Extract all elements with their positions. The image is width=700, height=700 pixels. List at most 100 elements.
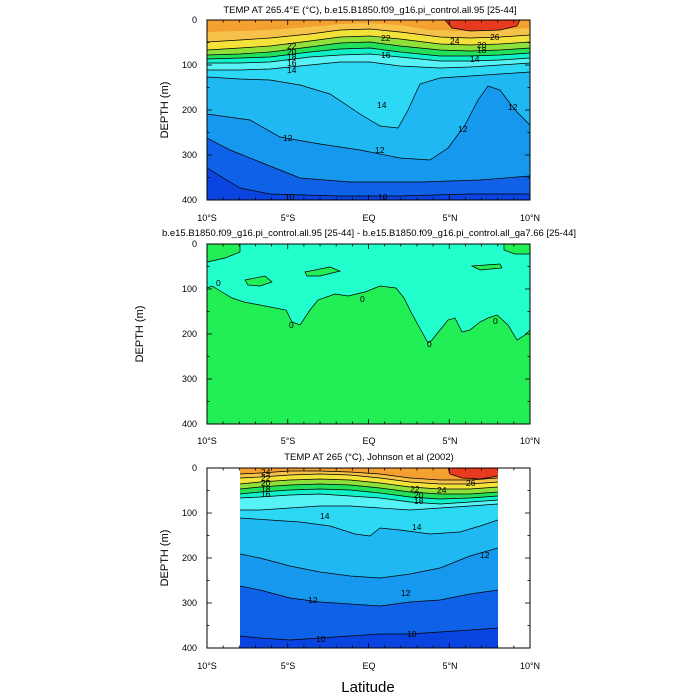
panel-1: TEMP AT 265.4°E (°C), b.e15.B1850.f09_g1… bbox=[159, 5, 540, 223]
x-tick-label: 10°N bbox=[520, 213, 540, 223]
tick-marks bbox=[206, 19, 531, 649]
x-tick-label: 10°S bbox=[197, 436, 217, 446]
panel-2-contour-lines bbox=[207, 244, 530, 344]
y-tick-label: 100 bbox=[182, 284, 197, 294]
x-tick-label: 5°S bbox=[281, 213, 296, 223]
panel-3-contour-lines bbox=[240, 468, 498, 641]
contour-label: 14 bbox=[377, 100, 387, 110]
contour-label: 0 bbox=[493, 316, 498, 326]
contour-label: 14 bbox=[412, 522, 422, 532]
x-tick-label: EQ bbox=[362, 213, 375, 223]
contour-label: 0 bbox=[427, 339, 432, 349]
contour-label: 12 bbox=[458, 124, 468, 134]
contour-label: 20 bbox=[261, 478, 271, 488]
y-tick-label: 0 bbox=[192, 463, 197, 473]
panel-1-contour-labels: 26 24 22 22 20 20 18 18 16 16 14 14 14 1… bbox=[283, 32, 518, 202]
contour-label: 10 bbox=[285, 192, 295, 202]
y-tick-label: 100 bbox=[182, 508, 197, 518]
contour-label: 18 bbox=[414, 496, 424, 506]
panel-2-y-axis: 0 100 200 300 400 DEPTH (m) bbox=[134, 239, 197, 429]
contour-label: 20 bbox=[414, 490, 424, 500]
y-tick-label: 100 bbox=[182, 60, 197, 70]
y-tick-label: 200 bbox=[182, 329, 197, 339]
panel-1-fill bbox=[207, 20, 530, 200]
panel-2-fill bbox=[207, 244, 530, 424]
panel-3-band-26 bbox=[448, 468, 498, 479]
contour-label: 26 bbox=[490, 32, 500, 42]
panel-2-patch-negative bbox=[305, 267, 340, 276]
panel-3-fill bbox=[240, 468, 498, 648]
panel-2-band-positive bbox=[207, 244, 530, 343]
y-tick-label: 0 bbox=[192, 15, 197, 25]
x-tick-label: 10°N bbox=[520, 661, 540, 671]
contour-label: 12 bbox=[401, 588, 411, 598]
contour-label: 14 bbox=[287, 65, 297, 75]
x-tick-label: 5°N bbox=[442, 436, 457, 446]
contour-label: 24 bbox=[437, 485, 447, 495]
contour-label: 0 bbox=[360, 294, 365, 304]
panel-2-contour-labels: 0 0 0 0 0 bbox=[216, 278, 498, 349]
x-axis-label: Latitude bbox=[341, 679, 394, 696]
x-tick-label: 10°S bbox=[197, 213, 217, 223]
y-tick-label: 400 bbox=[182, 419, 197, 429]
contour-label: 12 bbox=[480, 550, 490, 560]
x-tick-label: 5°N bbox=[442, 213, 457, 223]
x-tick-label: 5°N bbox=[442, 661, 457, 671]
contour-label: 18 bbox=[477, 45, 487, 55]
contour-label: 22 bbox=[410, 484, 420, 494]
contour-label: 0 bbox=[289, 320, 294, 330]
panel-1-band-26 bbox=[445, 20, 520, 31]
contour-label: 16 bbox=[287, 58, 297, 68]
contour-label: 22 bbox=[381, 33, 391, 43]
y-tick-label: 200 bbox=[182, 105, 197, 115]
panel-1-title: TEMP AT 265.4°E (°C), b.e15.B1850.f09_g1… bbox=[223, 5, 516, 16]
contour-label: 10 bbox=[316, 634, 326, 644]
panel-1-y-axis: 0 100 200 300 400 DEPTH (m) bbox=[159, 15, 197, 205]
y-axis-label: DEPTH (m) bbox=[159, 530, 171, 587]
contour-label: 20 bbox=[477, 40, 487, 50]
contour-label: 16 bbox=[381, 50, 391, 60]
x-tick-label: EQ bbox=[362, 436, 375, 446]
panel-3: TEMP AT 265 (°C), Johnson et al (2002) bbox=[159, 452, 540, 671]
x-tick-label: EQ bbox=[362, 661, 375, 671]
contour-label: 14 bbox=[320, 511, 330, 521]
contour-label: 24 bbox=[450, 36, 460, 46]
panel-3-title: TEMP AT 265 (°C), Johnson et al (2002) bbox=[284, 452, 454, 463]
x-tick-label: 10°S bbox=[197, 661, 217, 671]
contour-label: 12 bbox=[508, 102, 518, 112]
contour-label: 12 bbox=[308, 595, 318, 605]
contour-label: 0 bbox=[216, 278, 221, 288]
panel-2-patch-negative bbox=[504, 244, 530, 254]
y-axis-label: DEPTH (m) bbox=[159, 82, 171, 139]
y-tick-label: 300 bbox=[182, 598, 197, 608]
contour-label: 16 bbox=[261, 489, 271, 499]
contour-label: 22 bbox=[287, 41, 297, 51]
y-tick-label: 300 bbox=[182, 374, 197, 384]
panel-1-contour-lines bbox=[207, 20, 530, 197]
y-axis-label: DEPTH (m) bbox=[134, 306, 146, 363]
panel-1-x-axis: 10°S 5°S EQ 5°N 10°N bbox=[197, 213, 540, 223]
y-tick-label: 400 bbox=[182, 643, 197, 653]
x-tick-label: 10°N bbox=[520, 436, 540, 446]
x-tick-label: 5°S bbox=[281, 436, 296, 446]
contour-label: 14 bbox=[470, 54, 480, 64]
panel-2-x-axis: 10°S 5°S EQ 5°N 10°N bbox=[197, 436, 540, 446]
y-tick-label: 400 bbox=[182, 195, 197, 205]
contour-label: 10 bbox=[407, 629, 417, 639]
contour-label: 22 bbox=[261, 473, 271, 483]
panel-3-contour-labels: 24 22 20 18 16 22 20 18 24 26 14 14 12 1… bbox=[261, 467, 490, 644]
contour-label: 18 bbox=[287, 52, 297, 62]
panel-3-x-axis: 10°S 5°S EQ 5°N 10°N bbox=[197, 661, 540, 671]
panel-3-y-axis: 0 100 200 300 400 DEPTH (m) bbox=[159, 463, 197, 653]
contour-label: 24 bbox=[261, 467, 271, 477]
panel-2-patch-negative bbox=[245, 276, 272, 286]
panel-2-title: b.e15.B1850.f09_g16.pi_control.all.95 [2… bbox=[162, 228, 576, 239]
contour-label: 12 bbox=[283, 133, 293, 143]
panel-2: b.e15.B1850.f09_g16.pi_control.all.95 [2… bbox=[134, 228, 576, 446]
contour-label: 18 bbox=[261, 484, 271, 494]
contour-label: 12 bbox=[375, 145, 385, 155]
y-tick-label: 0 bbox=[192, 239, 197, 249]
y-tick-label: 300 bbox=[182, 150, 197, 160]
contour-label: 20 bbox=[287, 47, 297, 57]
